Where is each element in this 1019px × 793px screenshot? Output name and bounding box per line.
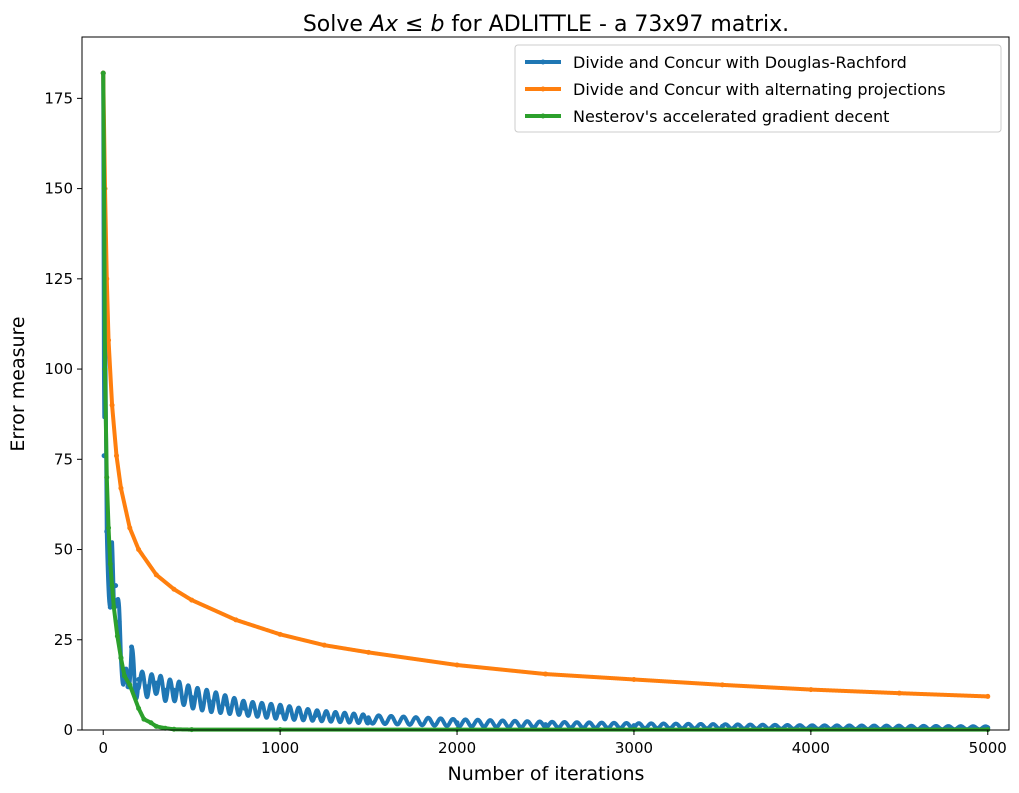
series-line: [101, 71, 990, 732]
legend-entry: Divide and Concur with Douglas-Rachford: [525, 53, 907, 72]
y-tick-label: 50: [54, 541, 73, 559]
chart-title: Solve Ax ≤ b for ADLITTLE - a 73x97 matr…: [303, 12, 789, 37]
plot-area: 0 1000 2000 3000 4000 5000 0 25 50 75 100 125 150 17…: [44, 36, 1010, 757]
data-point: [113, 583, 119, 589]
data-point: [171, 586, 177, 592]
data-point: [242, 705, 248, 711]
data-point: [224, 702, 230, 708]
y-tick-label: 150: [44, 180, 73, 198]
data-point: [106, 337, 112, 343]
x-tick-label: 4000: [792, 739, 830, 757]
data-point: [136, 676, 142, 682]
legend-label: Divide and Concur with Douglas-Rachford: [573, 53, 907, 72]
data-point: [118, 655, 124, 661]
data-point: [106, 525, 112, 531]
data-point: [113, 453, 119, 459]
data-point: [366, 649, 372, 655]
data-point: [162, 687, 168, 693]
data-point: [104, 474, 110, 480]
title-math-ax: Ax: [368, 12, 399, 37]
data-point: [107, 604, 113, 610]
legend-label: Divide and Concur with alternating proje…: [573, 80, 946, 99]
y-axis-ticks: 0 25 50 75 100 125 150 175: [44, 89, 82, 739]
legend-marker: [540, 113, 546, 119]
data-point: [543, 722, 548, 728]
data-point: [127, 682, 133, 688]
data-point: [631, 676, 637, 682]
data-point: [153, 572, 159, 578]
data-point: [116, 619, 122, 625]
data-point: [136, 547, 142, 553]
legend-box: [514, 44, 1002, 133]
x-tick-label: 5000: [969, 739, 1007, 757]
series-2: [100, 70, 991, 699]
legend-marker: [540, 59, 546, 65]
y-tick-label: 175: [44, 89, 73, 107]
data-point: [233, 617, 239, 623]
data-point: [313, 713, 319, 719]
data-point: [985, 693, 991, 699]
data-point: [101, 186, 107, 192]
data-point: [141, 716, 147, 722]
y-axis-label: Error measure: [7, 316, 29, 451]
legend-entries: Divide and Concur with Douglas-Rachford D…: [525, 53, 946, 126]
data-point: [454, 720, 460, 726]
data-point: [808, 687, 814, 693]
y-tick-label: 100: [44, 360, 73, 378]
data-point: [206, 698, 212, 704]
data-point: [153, 680, 159, 686]
data-point: [121, 673, 127, 679]
data-point: [171, 687, 177, 693]
data-point: [109, 583, 115, 589]
legend-entry: Nesterov's accelerated gradient decent: [525, 107, 889, 126]
data-point: [153, 723, 159, 729]
data-point: [277, 709, 283, 715]
legend: Divide and Concur with Douglas-Rachford D…: [514, 44, 1002, 133]
legend-entry: Divide and Concur with alternating proje…: [525, 80, 946, 99]
plot-frame: [81, 36, 1010, 731]
data-point: [127, 525, 133, 531]
data-point: [277, 631, 283, 637]
y-tick-label: 125: [44, 270, 73, 288]
x-axis-ticks: 0 1000 2000 3000 4000 5000: [98, 730, 1007, 757]
data-point: [162, 725, 168, 731]
data-point: [111, 604, 117, 610]
x-tick-label: 0: [98, 739, 108, 757]
title-leq: ≤: [398, 12, 430, 37]
data-point: [109, 402, 115, 408]
data-point: [171, 726, 177, 732]
title-prefix: Solve: [303, 12, 370, 37]
x-axis-label: Number of iterations: [448, 763, 645, 785]
data-point: [114, 633, 120, 639]
data-point: [454, 662, 460, 668]
y-tick-label: 75: [54, 450, 73, 468]
data-point: [129, 644, 135, 650]
y-tick-label: 25: [54, 631, 73, 649]
x-tick-label: 1000: [261, 739, 299, 757]
title-suffix: for ADLITTLE - a 73x97 matrix.: [444, 12, 789, 37]
data-point: [321, 642, 327, 648]
legend-marker: [540, 86, 546, 92]
data-point: [189, 597, 195, 603]
title-math-b: b: [430, 12, 444, 37]
data-point: [366, 716, 372, 722]
data-point: [100, 70, 106, 76]
data-point: [631, 723, 637, 729]
x-tick-label: 3000: [615, 739, 653, 757]
data-point: [189, 695, 195, 701]
data-point: [896, 690, 902, 696]
data-point: [719, 682, 725, 688]
data-point: [148, 720, 154, 726]
y-tick-label: 0: [63, 721, 73, 739]
data-point: [144, 684, 150, 690]
data-point: [118, 485, 124, 491]
data-point: [114, 597, 120, 603]
data-point: [102, 366, 108, 372]
legend-label: Nesterov's accelerated gradient decent: [573, 107, 889, 126]
x-tick-label: 2000: [438, 739, 476, 757]
data-point: [543, 671, 548, 677]
data-point: [136, 705, 142, 711]
data-point: [107, 561, 113, 567]
